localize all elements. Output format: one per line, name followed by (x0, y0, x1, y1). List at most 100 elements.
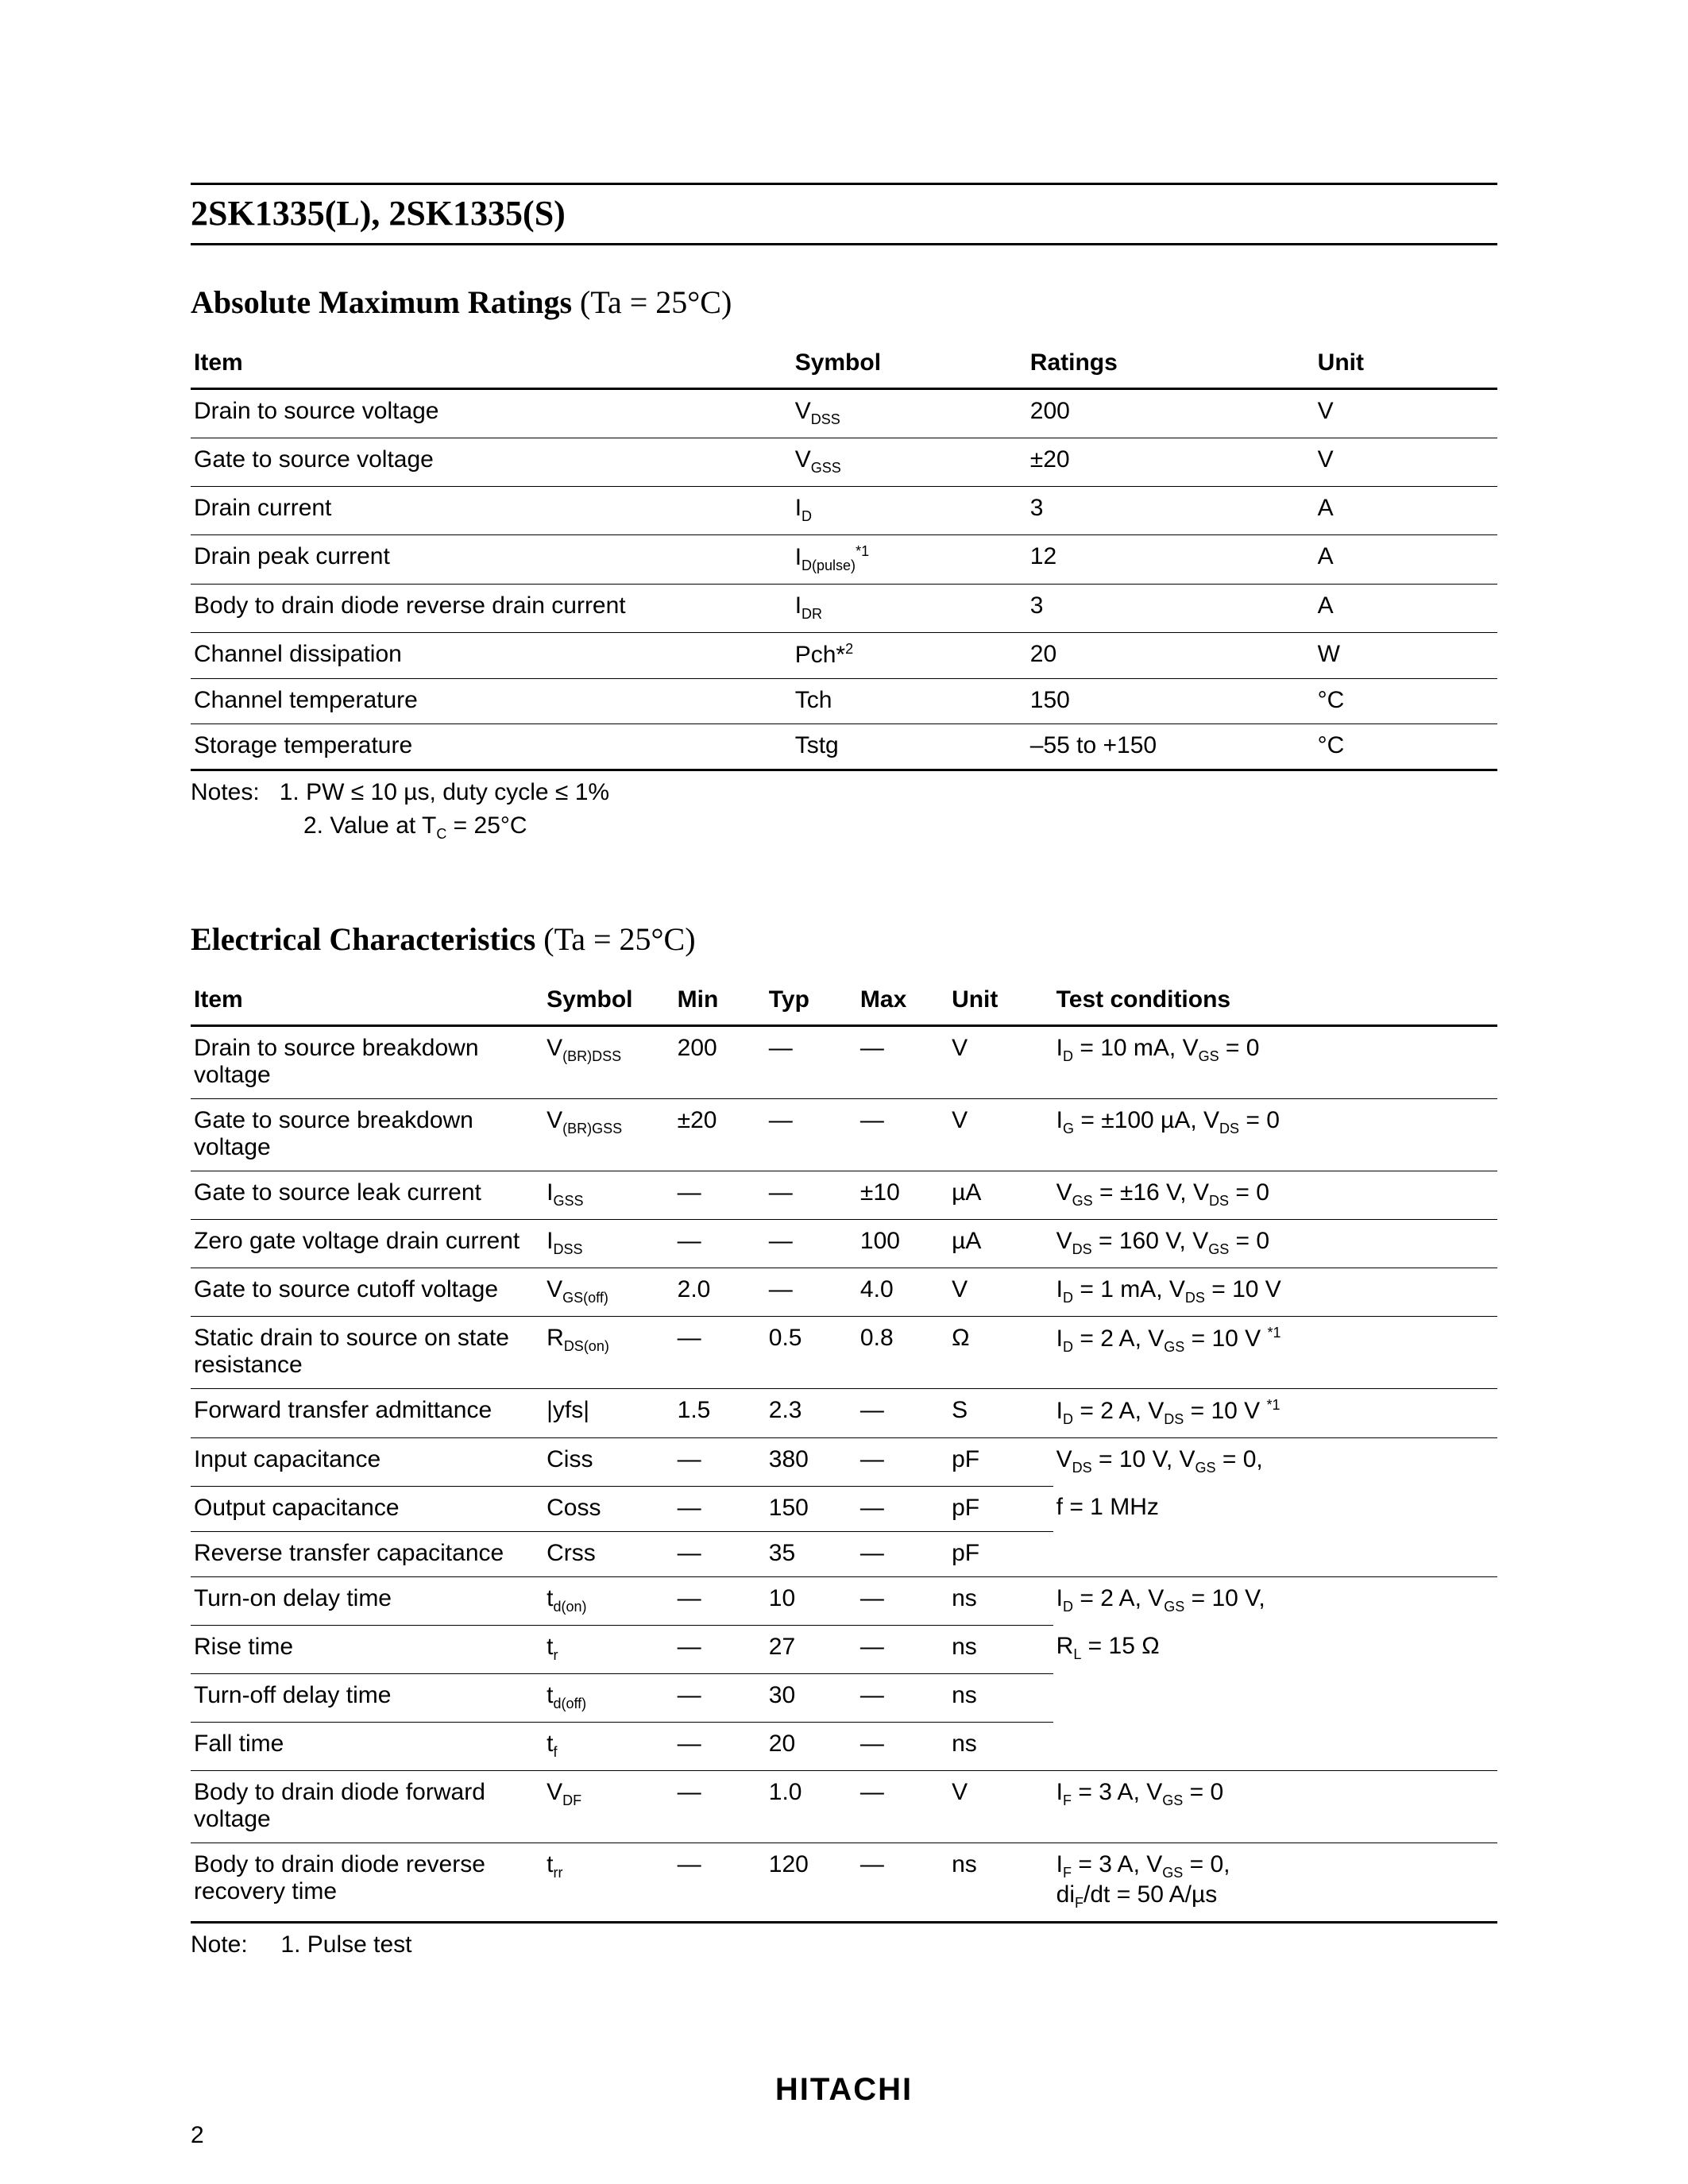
cell-typ: 20 (766, 1722, 857, 1770)
table-row: Gate to source leak currentIGSS——±10µAVG… (191, 1171, 1497, 1220)
cell-item: Turn-off delay time (191, 1673, 543, 1722)
cell-symbol: RDS(on) (543, 1317, 674, 1389)
cell-symbol: IDR (792, 585, 1027, 633)
section2-header: Electrical Characteristics (Ta = 25°C) (191, 920, 1497, 958)
cell-min: — (674, 1843, 766, 1922)
cell-typ: 27 (766, 1625, 857, 1673)
table-header-row: Item Symbol Min Typ Max Unit Test condit… (191, 978, 1497, 1026)
note-1: 1. PW ≤ 10 µs, duty cycle ≤ 1% (280, 779, 609, 805)
notes-label: Note: (191, 1931, 248, 1958)
cell-cond (1053, 1673, 1497, 1722)
cell-symbol: tf (543, 1722, 674, 1770)
cell-unit: ns (948, 1673, 1053, 1722)
cell-unit: ns (948, 1625, 1053, 1673)
cell-unit: Ω (948, 1317, 1053, 1389)
cell-item: Drain to source voltage (191, 389, 792, 438)
table-header-row: Item Symbol Ratings Unit (191, 341, 1497, 389)
cell-item: Channel temperature (191, 679, 792, 724)
table-row: Body to drain diode forward voltageVDF—1… (191, 1770, 1497, 1843)
table-row: Channel temperatureTch150°C (191, 679, 1497, 724)
cell-min: 1.5 (674, 1389, 766, 1438)
cell-item: Zero gate voltage drain current (191, 1220, 543, 1268)
cell-typ: 35 (766, 1531, 857, 1576)
note-2: 2. Value at TC = 25°C (191, 812, 527, 839)
cell-unit: pF (948, 1438, 1053, 1487)
cell-max: — (857, 1770, 948, 1843)
cell-max: — (857, 1438, 948, 1487)
table-row: Gate to source voltageVGSS±20V (191, 438, 1497, 487)
cell-cond (1053, 1531, 1497, 1576)
cell-symbol: ID(pulse)*1 (792, 535, 1027, 585)
table-row: Static drain to source on state resistan… (191, 1317, 1497, 1389)
cell-max: — (857, 1625, 948, 1673)
brand-logo: HITACHI (0, 2072, 1688, 2108)
cell-min: — (674, 1576, 766, 1625)
cell-item: Static drain to source on state resistan… (191, 1317, 543, 1389)
cell-typ: 30 (766, 1673, 857, 1722)
cell-symbol: V(BR)DSS (543, 1026, 674, 1099)
cell-max: — (857, 1673, 948, 1722)
abs-max-ratings-table: Item Symbol Ratings Unit Drain to source… (191, 341, 1497, 771)
col-symbol: Symbol (543, 978, 674, 1026)
section1-heading-rest: (Ta = 25°C) (572, 284, 732, 320)
cell-cond: VDS = 10 V, VGS = 0, (1053, 1438, 1497, 1487)
col-cond: Test conditions (1053, 978, 1497, 1026)
table-row: Turn-on delay timetd(on)—10—nsID = 2 A, … (191, 1576, 1497, 1625)
cell-unit: A (1315, 535, 1497, 585)
cell-cond: IG = ±100 µA, VDS = 0 (1053, 1099, 1497, 1171)
cell-symbol: trr (543, 1843, 674, 1922)
cell-symbol: Tch (792, 679, 1027, 724)
cell-min: — (674, 1625, 766, 1673)
cell-symbol: Pch*2 (792, 633, 1027, 679)
cell-max: 0.8 (857, 1317, 948, 1389)
cell-unit: µA (948, 1220, 1053, 1268)
cell-symbol: IGSS (543, 1171, 674, 1220)
cell-symbol: tr (543, 1625, 674, 1673)
cell-unit: pF (948, 1531, 1053, 1576)
cell-cond: ID = 2 A, VGS = 10 V *1 (1053, 1317, 1497, 1389)
cell-ratings: 3 (1027, 585, 1315, 633)
table-row: Turn-off delay timetd(off)—30—ns (191, 1673, 1497, 1722)
table-row: Rise timetr—27—nsRL = 15 Ω (191, 1625, 1497, 1673)
cell-cond: VGS = ±16 V, VDS = 0 (1053, 1171, 1497, 1220)
cell-unit: V (948, 1268, 1053, 1317)
cell-max: — (857, 1843, 948, 1922)
cell-symbol: VGSS (792, 438, 1027, 487)
cell-unit: °C (1315, 724, 1497, 770)
table-row: Input capacitanceCiss—380—pFVDS = 10 V, … (191, 1438, 1497, 1487)
cell-min: — (674, 1317, 766, 1389)
cell-min: — (674, 1770, 766, 1843)
section1-header: Absolute Maximum Ratings (Ta = 25°C) (191, 284, 1497, 321)
table-row: Forward transfer admittance|yfs|1.52.3—S… (191, 1389, 1497, 1438)
cell-symbol: VDSS (792, 389, 1027, 438)
cell-cond: IF = 3 A, VGS = 0 (1053, 1770, 1497, 1843)
cell-item: Turn-on delay time (191, 1576, 543, 1625)
cell-item: Rise time (191, 1625, 543, 1673)
cell-unit: ns (948, 1576, 1053, 1625)
cell-item: Body to drain diode reverse drain curren… (191, 585, 792, 633)
note-1: 1. Pulse test (280, 1931, 411, 1958)
table-row: Drain currentID3A (191, 487, 1497, 535)
cell-symbol: td(off) (543, 1673, 674, 1722)
cell-cond: f = 1 MHz (1053, 1486, 1497, 1531)
col-typ: Typ (766, 978, 857, 1026)
cell-ratings: 20 (1027, 633, 1315, 679)
cell-max: — (857, 1486, 948, 1531)
cell-symbol: Tstg (792, 724, 1027, 770)
cell-ratings: 3 (1027, 487, 1315, 535)
cell-symbol: VGS(off) (543, 1268, 674, 1317)
cell-item: Input capacitance (191, 1438, 543, 1487)
cell-item: Storage temperature (191, 724, 792, 770)
cell-max: 4.0 (857, 1268, 948, 1317)
col-unit: Unit (1315, 341, 1497, 389)
cell-unit: ns (948, 1722, 1053, 1770)
cell-item: Reverse transfer capacitance (191, 1531, 543, 1576)
section1-notes: Notes: 1. PW ≤ 10 µs, duty cycle ≤ 1% 2.… (191, 776, 1497, 844)
cell-item: Fall time (191, 1722, 543, 1770)
cell-unit: ns (948, 1843, 1053, 1922)
cell-typ: 0.5 (766, 1317, 857, 1389)
cell-max: — (857, 1099, 948, 1171)
cell-symbol: Crss (543, 1531, 674, 1576)
col-item: Item (191, 978, 543, 1026)
col-ratings: Ratings (1027, 341, 1315, 389)
